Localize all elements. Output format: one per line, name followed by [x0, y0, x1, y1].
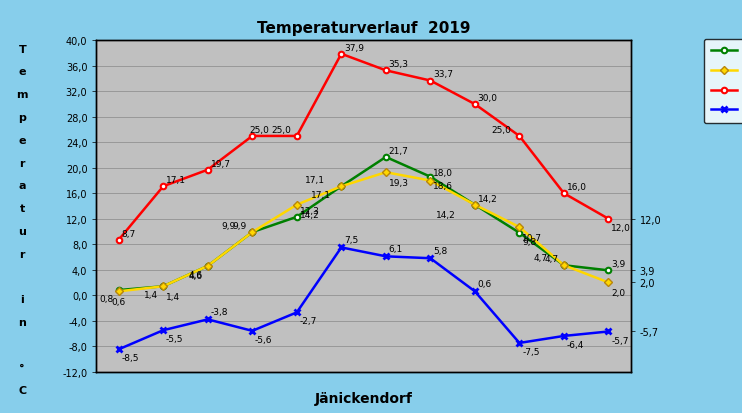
Text: T: T [19, 45, 26, 55]
Text: 25,0: 25,0 [249, 126, 269, 135]
Text: -6,4: -6,4 [567, 340, 584, 349]
Text: 18,0: 18,0 [433, 169, 453, 178]
Text: 9,9: 9,9 [222, 221, 236, 230]
Text: 33,7: 33,7 [433, 70, 453, 79]
Text: 10,7: 10,7 [522, 233, 542, 242]
Text: i: i [20, 294, 24, 304]
Text: 17,1: 17,1 [305, 176, 325, 185]
Text: 1,4: 1,4 [144, 291, 158, 300]
Text: a: a [19, 181, 26, 191]
Text: 7,5: 7,5 [344, 235, 358, 244]
Text: 37,9: 37,9 [344, 43, 364, 52]
Text: p: p [19, 113, 26, 123]
Text: -5,5: -5,5 [166, 335, 183, 344]
Text: -7,5: -7,5 [522, 347, 539, 356]
Text: -5,7: -5,7 [611, 336, 628, 345]
X-axis label: Jänickendorf: Jänickendorf [315, 392, 413, 406]
Text: 35,3: 35,3 [389, 60, 409, 69]
Text: 0,6: 0,6 [478, 279, 492, 288]
Text: r: r [19, 158, 25, 168]
Text: u: u [19, 226, 26, 236]
Text: e: e [19, 135, 26, 145]
Text: 4,7: 4,7 [545, 254, 559, 263]
Text: 9,8: 9,8 [522, 237, 536, 246]
Text: 12,3: 12,3 [300, 206, 320, 215]
Text: 17,1: 17,1 [166, 176, 186, 185]
Text: 6,1: 6,1 [389, 244, 403, 253]
Text: 25,0: 25,0 [492, 126, 511, 135]
Text: 12,0: 12,0 [611, 223, 631, 232]
Text: e: e [19, 67, 26, 77]
Text: 19,7: 19,7 [211, 159, 231, 168]
Text: 4,7: 4,7 [533, 253, 548, 262]
Title: Temperaturverlauf  2019: Temperaturverlauf 2019 [257, 21, 470, 36]
Text: 5,8: 5,8 [433, 246, 447, 255]
Text: r: r [19, 249, 25, 259]
Text: C: C [19, 385, 26, 395]
Text: t: t [19, 204, 25, 214]
Text: 0,8: 0,8 [99, 294, 114, 304]
Text: 1,4: 1,4 [166, 292, 180, 301]
Text: -8,5: -8,5 [122, 354, 139, 363]
Text: 25,0: 25,0 [272, 126, 292, 135]
Text: m: m [16, 90, 28, 100]
Text: -2,7: -2,7 [300, 317, 317, 326]
Text: 21,7: 21,7 [389, 147, 409, 155]
Text: 14,2: 14,2 [300, 211, 319, 220]
Text: 18,6: 18,6 [433, 181, 453, 190]
Legend: Temperatur, Normalwert, Absolutes Max, Absolutes Min: Temperatur, Normalwert, Absolutes Max, A… [703, 40, 742, 123]
Text: -3,8: -3,8 [211, 307, 228, 316]
Text: 19,3: 19,3 [389, 178, 409, 187]
Text: 30,0: 30,0 [478, 94, 498, 103]
Text: n: n [19, 317, 26, 327]
Text: 8,7: 8,7 [122, 229, 136, 238]
Text: 16,0: 16,0 [567, 183, 587, 192]
Text: 17,1: 17,1 [311, 191, 331, 200]
Text: 4,6: 4,6 [188, 272, 203, 281]
Text: 3,9: 3,9 [611, 259, 626, 268]
Text: °: ° [19, 363, 25, 373]
Text: 14,2: 14,2 [436, 211, 456, 220]
Text: 14,2: 14,2 [478, 194, 497, 203]
Text: 4,6: 4,6 [188, 271, 203, 279]
Text: 0,6: 0,6 [112, 297, 126, 306]
Text: 9,9: 9,9 [233, 221, 247, 230]
Text: -5,6: -5,6 [255, 335, 272, 344]
Text: 2,0: 2,0 [611, 288, 626, 297]
